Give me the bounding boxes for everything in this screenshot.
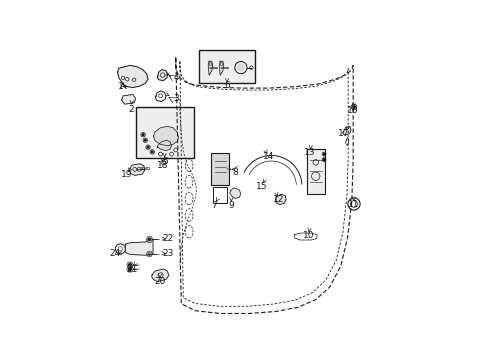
Circle shape: [352, 106, 354, 108]
Circle shape: [144, 139, 146, 141]
Text: 20: 20: [154, 277, 165, 286]
Text: 22: 22: [163, 234, 174, 243]
Text: 18: 18: [156, 161, 168, 170]
Polygon shape: [219, 61, 224, 75]
Polygon shape: [125, 239, 153, 255]
Polygon shape: [157, 69, 167, 81]
Circle shape: [128, 264, 131, 266]
Polygon shape: [146, 237, 152, 242]
Polygon shape: [126, 262, 133, 268]
Polygon shape: [151, 269, 168, 282]
Text: 5: 5: [162, 157, 167, 166]
Text: 13: 13: [303, 148, 315, 157]
Text: 7: 7: [211, 201, 217, 210]
FancyBboxPatch shape: [306, 149, 324, 194]
Text: 17: 17: [337, 129, 349, 138]
Circle shape: [148, 253, 150, 255]
Text: 24: 24: [109, 249, 121, 258]
Circle shape: [142, 134, 143, 135]
Polygon shape: [157, 140, 171, 151]
Circle shape: [148, 238, 150, 241]
FancyBboxPatch shape: [135, 107, 193, 158]
Polygon shape: [208, 61, 212, 75]
Text: 11: 11: [347, 200, 359, 209]
Text: 19: 19: [121, 170, 132, 179]
Text: 12: 12: [273, 195, 284, 204]
Circle shape: [323, 153, 324, 155]
Text: 14: 14: [263, 152, 274, 161]
Text: 15: 15: [255, 182, 267, 191]
Text: 23: 23: [163, 249, 174, 258]
Polygon shape: [221, 67, 228, 69]
Circle shape: [323, 159, 324, 161]
Text: 4: 4: [173, 72, 179, 81]
Polygon shape: [342, 126, 350, 135]
Polygon shape: [117, 66, 148, 87]
Text: 10: 10: [302, 231, 313, 240]
Polygon shape: [275, 194, 285, 204]
Text: 21: 21: [126, 265, 138, 274]
FancyBboxPatch shape: [210, 153, 229, 185]
Polygon shape: [146, 251, 152, 257]
Text: 8: 8: [232, 168, 238, 177]
Polygon shape: [209, 67, 217, 69]
Circle shape: [237, 64, 244, 71]
Text: 6: 6: [224, 81, 229, 90]
Polygon shape: [129, 164, 144, 175]
Text: 2: 2: [128, 105, 133, 114]
Text: 1: 1: [117, 82, 123, 91]
Polygon shape: [122, 94, 135, 104]
Polygon shape: [229, 188, 241, 198]
Polygon shape: [153, 126, 178, 146]
Circle shape: [147, 146, 148, 148]
FancyBboxPatch shape: [199, 50, 254, 84]
FancyBboxPatch shape: [213, 187, 226, 203]
Polygon shape: [126, 266, 133, 272]
Circle shape: [128, 268, 131, 270]
Text: 9: 9: [228, 201, 234, 210]
Text: 3: 3: [173, 94, 179, 103]
Circle shape: [151, 151, 153, 153]
Text: 16: 16: [346, 106, 358, 115]
